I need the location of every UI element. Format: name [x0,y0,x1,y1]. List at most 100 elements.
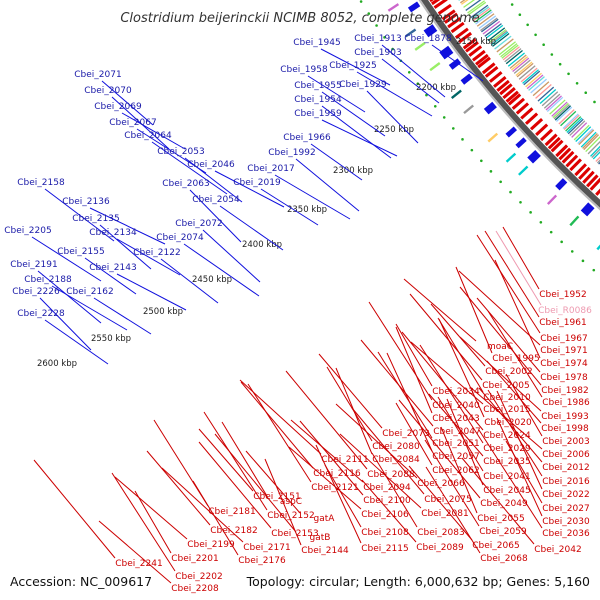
reverse-gene-label[interactable]: Cbei_2241 [115,559,162,569]
reverse-gene-label[interactable]: Cbei_2045 [483,486,530,496]
forward-gene-label[interactable]: Cbei_1955 [294,81,341,91]
reverse-gene-label[interactable]: gatA [314,514,336,524]
forward-gene-label[interactable]: Cbei_2226 [12,287,60,297]
forward-gene-label[interactable]: Cbei_2064 [124,131,172,141]
forward-gene-label[interactable]: Cbei_2074 [156,233,204,243]
reverse-gene-label[interactable]: Cbei_2042 [534,545,581,555]
reverse-gene-label[interactable]: Cbei_2089 [416,543,464,553]
reverse-gene-label[interactable]: Cbei_1961 [539,318,586,328]
reverse-gene-label[interactable]: Cbei_2075 [424,495,471,505]
reverse-gene-label[interactable]: Cbei_1974 [540,359,588,369]
reverse-gene-label[interactable]: Cbei_2115 [361,544,408,554]
forward-gene-label[interactable]: Cbei_1958 [280,65,328,75]
forward-gene-label[interactable]: Cbei_2134 [89,228,137,238]
reverse-gene-label[interactable]: Cbei_2083 [417,528,464,538]
reverse-gene-label[interactable]: Cbei_2144 [301,546,349,556]
reverse-gene-label[interactable]: Cbei_2049 [480,499,528,509]
forward-gene-label[interactable]: Cbei_2205 [4,226,51,236]
reverse-gene-label[interactable]: Cbei_1982 [541,386,588,396]
forward-gene-label[interactable]: Cbei_2070 [84,86,132,96]
rna-gene-label[interactable]: Cbei_R0086 [538,306,592,316]
reverse-gene-label[interactable]: Cbei_2002 [485,367,532,377]
reverse-gene-label[interactable]: Cbei_2020 [484,418,532,428]
reverse-gene-label[interactable]: Cbei_1986 [542,398,590,408]
forward-gene-label[interactable]: Cbei_1992 [268,148,315,158]
forward-gene-label[interactable]: Cbei_2069 [94,102,142,112]
reverse-gene-label[interactable]: Cbei_2081 [421,509,468,519]
forward-gene-label[interactable]: Cbei_2191 [10,260,57,270]
reverse-gene-label[interactable]: Cbei_2176 [238,556,286,566]
reverse-gene-label[interactable]: aspC [280,497,302,507]
forward-gene-label[interactable]: Cbei_2136 [62,197,110,207]
forward-gene-label[interactable]: Cbei_1929 [339,80,387,90]
forward-gene-label[interactable]: Cbei_2158 [17,178,65,188]
forward-gene-label[interactable]: Cbei_2053 [157,147,204,157]
forward-gene-label[interactable]: Cbei_1959 [294,109,342,119]
forward-gene-label[interactable]: Cbei_2155 [57,247,104,257]
reverse-gene-label[interactable]: Cbei_2010 [483,393,531,403]
forward-gene-label[interactable]: Cbei_1878 [404,34,452,44]
reverse-gene-label[interactable]: Cbei_2047 [433,427,480,437]
reverse-gene-label[interactable]: Cbei_2029 [483,444,531,454]
reverse-gene-label[interactable]: Cbei_2041 [483,472,530,482]
reverse-gene-label[interactable]: Cbei_2152 [267,511,314,521]
reverse-gene-label[interactable]: Cbei_2106 [361,510,409,520]
reverse-gene-label[interactable]: Cbei_2016 [542,477,590,487]
reverse-gene-label[interactable]: Cbei_2201 [171,554,218,564]
reverse-gene-label[interactable]: Cbei_2121 [311,483,358,493]
reverse-gene-label[interactable]: Cbei_2151 [253,492,300,502]
reverse-gene-label[interactable]: Cbei_2040 [432,401,480,411]
reverse-gene-label[interactable]: Cbei_2006 [542,450,590,460]
forward-gene-label[interactable]: Cbei_2228 [17,309,65,319]
reverse-gene-label[interactable]: Cbei_1971 [540,346,587,356]
reverse-gene-label[interactable]: Cbei_2108 [361,528,409,538]
reverse-gene-label[interactable]: Cbei_2066 [417,479,465,489]
reverse-gene-label[interactable]: Cbei_2003 [542,437,589,447]
reverse-gene-label[interactable]: Cbei_2030 [542,517,590,527]
reverse-gene-label[interactable]: Cbei_1967 [540,334,587,344]
reverse-gene-label[interactable]: Cbei_2100 [363,496,411,506]
reverse-gene-label[interactable]: Cbei_1952 [539,290,586,300]
forward-gene-label[interactable]: Cbei_1945 [293,38,340,48]
reverse-gene-label[interactable]: Cbei_2088 [367,470,415,480]
reverse-gene-label[interactable]: Cbei_2043 [432,414,479,424]
reverse-gene-label[interactable]: Cbei_2073 [382,429,429,439]
reverse-gene-label[interactable]: Cbei_1995 [492,354,539,364]
forward-gene-label[interactable]: Cbei_2017 [247,164,294,174]
reverse-gene-label[interactable]: Cbei_2036 [542,529,590,539]
reverse-gene-label[interactable]: Cbei_2035 [483,457,530,467]
reverse-gene-label[interactable]: Cbei_2015 [483,405,530,415]
reverse-gene-label[interactable]: Cbei_2202 [175,572,222,582]
forward-gene-label[interactable]: Cbei_2188 [24,275,72,285]
forward-gene-label[interactable]: Cbei_2122 [133,248,180,258]
reverse-gene-label[interactable]: Cbei_2181 [208,507,255,517]
reverse-gene-label[interactable]: Cbei_2182 [210,526,257,536]
forward-gene-label[interactable]: Cbei_2072 [175,219,222,229]
reverse-gene-label[interactable]: Cbei_2208 [171,584,219,594]
reverse-gene-label[interactable]: Cbei_2027 [542,504,589,514]
reverse-gene-label[interactable]: Cbei_2080 [372,442,420,452]
reverse-gene-label[interactable]: Cbei_1978 [540,373,588,383]
forward-gene-label[interactable]: Cbei_2054 [192,195,240,205]
reverse-gene-label[interactable]: Cbei_2084 [372,455,420,465]
forward-gene-label[interactable]: Cbei_1903 [354,48,401,58]
forward-gene-label[interactable]: Cbei_2019 [233,178,281,188]
reverse-gene-label[interactable]: Cbei_2153 [271,529,318,539]
reverse-gene-label[interactable]: Cbei_2094 [363,483,411,493]
reverse-gene-label[interactable]: Cbei_2199 [187,540,235,550]
reverse-gene-label[interactable]: Cbei_2005 [482,381,529,391]
forward-gene-label[interactable]: Cbei_2162 [66,287,113,297]
forward-gene-label[interactable]: Cbei_1913 [354,34,401,44]
reverse-gene-label[interactable]: gatB [310,533,331,543]
forward-gene-label[interactable]: Cbei_1954 [294,95,342,105]
forward-gene-label[interactable]: Cbei_2071 [74,70,121,80]
reverse-gene-label[interactable]: Cbei_2111 [321,455,368,465]
reverse-gene-label[interactable]: Cbei_2068 [480,554,528,564]
reverse-gene-label[interactable]: Cbei_2059 [479,527,527,537]
forward-gene-label[interactable]: Cbei_2143 [89,263,136,273]
reverse-gene-label[interactable]: Cbei_2024 [483,431,531,441]
reverse-gene-label[interactable]: Cbei_2171 [243,543,290,553]
forward-gene-label[interactable]: Cbei_2063 [162,179,209,189]
reverse-gene-label[interactable]: Cbei_2055 [477,514,524,524]
reverse-gene-label[interactable]: Cbei_2057 [432,452,479,462]
